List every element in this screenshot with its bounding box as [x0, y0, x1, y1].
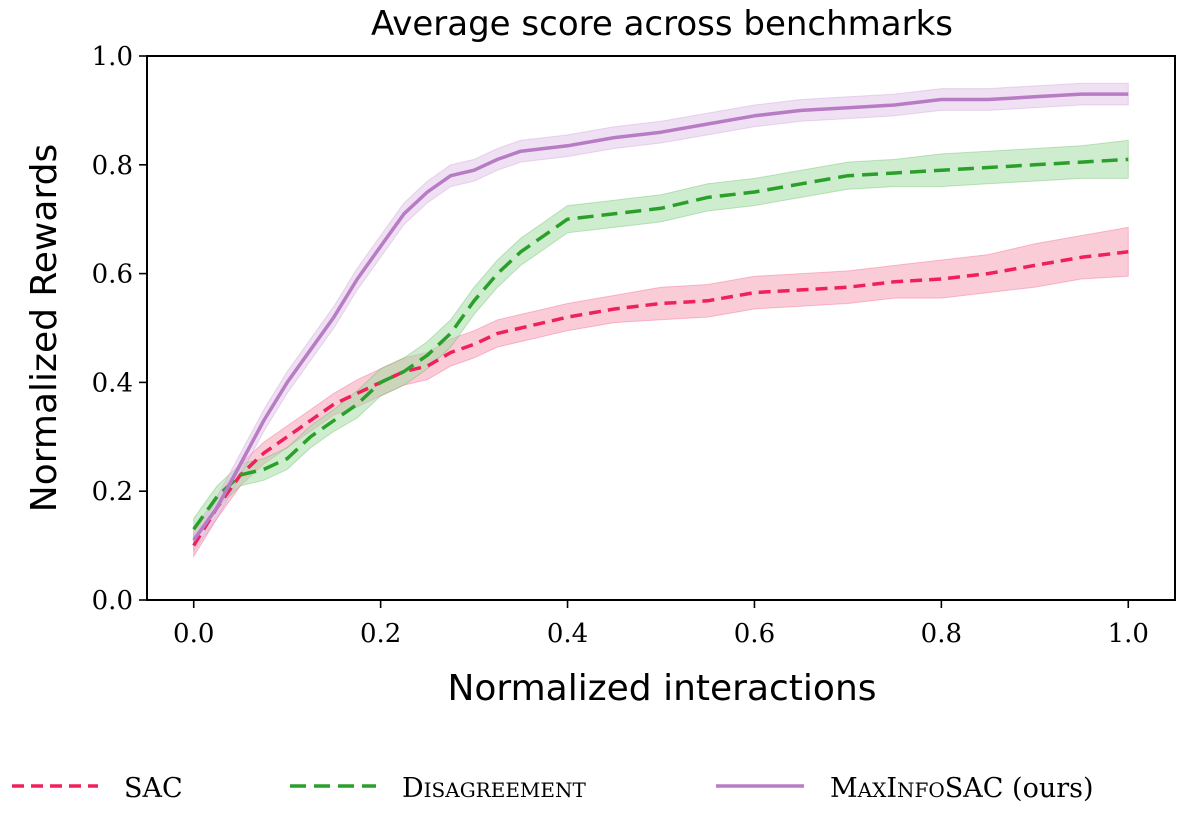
line-disagreement — [192, 157, 1129, 531]
y-tick-label: 0.0 — [92, 586, 133, 616]
x-tick-label: 0.0 — [173, 619, 214, 649]
x-tick-label: 0.2 — [360, 619, 401, 649]
band-sac — [193, 226, 1129, 559]
line-maxinfosac-ours — [192, 92, 1129, 542]
y-tick-label: 0.2 — [92, 477, 133, 507]
line-sac — [192, 250, 1129, 547]
x-tick-label: 0.6 — [734, 619, 775, 649]
x-tick-label: 0.4 — [547, 619, 588, 649]
legend: SAC DISAGREEMENT MAXINFOSAC (ours) — [12, 773, 1094, 804]
chart-title: Average score across benchmarks — [371, 4, 953, 44]
band-disagreement — [193, 139, 1129, 542]
x-tick-label: 0.8 — [921, 619, 962, 649]
legend-label-disagreement: DISAGREEMENT — [402, 773, 587, 804]
confidence-bands — [193, 82, 1129, 559]
series-lines — [192, 92, 1129, 547]
x-tick-label: 1.0 — [1108, 619, 1149, 649]
y-tick-label: 0.8 — [92, 151, 133, 181]
band-maxinfosac-ours — [193, 82, 1129, 553]
legend-label-maxinfosac: MAXINFOSAC (ours) — [830, 773, 1094, 804]
y-tick-label: 0.6 — [92, 260, 133, 290]
y-tick-label: 1.0 — [92, 42, 133, 72]
y-axis-label: Normalized Rewards — [24, 144, 65, 512]
y-tick-label: 0.4 — [92, 368, 133, 398]
x-axis-label: Normalized interactions — [447, 668, 876, 709]
plot-frame — [146, 55, 1176, 601]
y-axis-ticks: 0.0 0.2 0.4 0.6 0.8 1.0 — [92, 42, 147, 616]
legend-label-sac: SAC — [124, 773, 183, 804]
x-axis-ticks: 0.0 0.2 0.4 0.6 0.8 1.0 — [173, 600, 1149, 649]
